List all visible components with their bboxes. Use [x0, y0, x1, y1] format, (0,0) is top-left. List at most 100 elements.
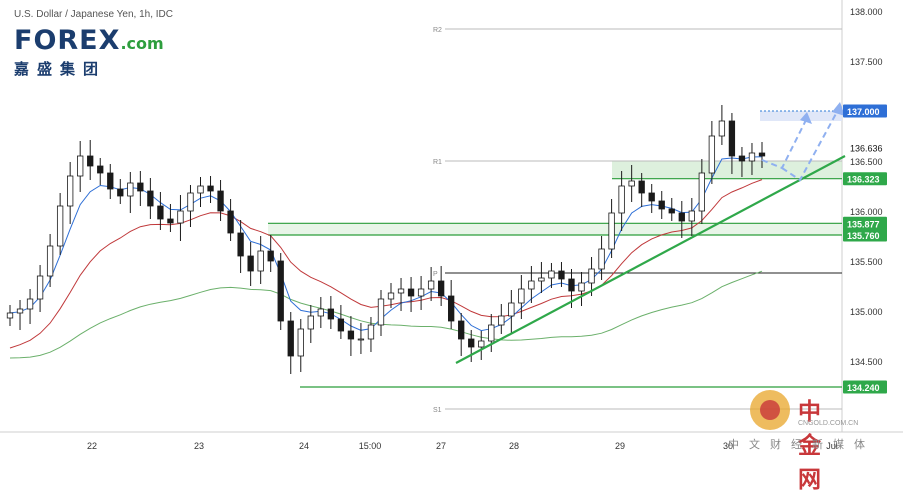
candle-body: [307, 315, 314, 330]
candle-body: [247, 255, 254, 272]
candle-body: [427, 280, 435, 290]
pivot-label-R1: R1: [433, 159, 442, 166]
candle-body: [6, 312, 14, 319]
candle-body: [197, 185, 204, 194]
candle-body: [448, 295, 455, 322]
candle-body: [578, 282, 585, 292]
candle-body: [217, 190, 224, 212]
candle-body: [458, 320, 465, 340]
x-tick-label: 23: [194, 441, 204, 451]
candle-body: [387, 292, 395, 300]
candle-body: [538, 277, 545, 282]
moving-average-long: [9, 270, 763, 359]
candle-body: [297, 328, 304, 357]
candle-body: [267, 250, 274, 262]
candle-body: [347, 330, 355, 340]
candle-body: [498, 315, 505, 326]
candle-body: [698, 172, 705, 212]
candle-body: [588, 268, 595, 284]
y-tick-label: 134.500: [850, 357, 883, 367]
candle-body: [437, 280, 445, 297]
candle-body: [598, 248, 605, 270]
candle-body: [147, 190, 154, 207]
candle-body: [688, 210, 695, 222]
price-tag-box: [843, 380, 887, 394]
candle-body: [648, 192, 655, 202]
target-zone: [760, 111, 842, 121]
candle-body: [367, 324, 375, 340]
y-tick-label: 136.000: [850, 207, 883, 217]
x-tick-label: 28: [509, 441, 519, 451]
candle-body: [638, 180, 645, 194]
candle-body: [468, 338, 475, 348]
cngold-watermark: 中金网 CNGOLD.COM.CN 中文财经新媒体: [728, 388, 865, 493]
price-tag-label: 134.240: [847, 383, 880, 393]
price-tag-label: 135.760: [847, 231, 880, 241]
x-tick-label: Jul: [826, 441, 838, 451]
candle-body: [548, 270, 555, 279]
x-tick-label: 29: [615, 441, 625, 451]
candle-body: [67, 175, 74, 207]
y-tick-label: 135.500: [850, 257, 883, 267]
candle-body: [16, 308, 24, 314]
symbol-title: U.S. Dollar / Japanese Yen, 1h, IDC: [14, 9, 173, 20]
forex-logo: FOREX.com 嘉盛集团: [14, 25, 164, 79]
watermark-subtitle: 中文财经新媒体: [728, 439, 875, 451]
candle-body: [117, 188, 124, 197]
candle-body: [618, 185, 625, 214]
candle-body: [397, 288, 405, 294]
price-chart: R2 R1 P S1 138.000 137.500 137.000 136.500 136.…: [0, 0, 903, 451]
moving-average-mid: [9, 179, 763, 349]
candle-body: [287, 320, 294, 357]
candle-body: [558, 270, 565, 280]
candle-body: [167, 218, 174, 224]
candle-body: [738, 155, 746, 162]
candle-body: [207, 185, 214, 192]
arrow-head-1: [800, 112, 812, 124]
moving-average-short: [9, 156, 763, 332]
candle-body: [718, 120, 726, 137]
candle-body: [508, 302, 515, 317]
arrow-head-2: [832, 102, 845, 116]
candle-body: [478, 340, 485, 348]
candle-body: [36, 275, 44, 300]
x-tick-label: 30: [723, 441, 733, 451]
pivot-label-P: P: [433, 271, 438, 278]
candle-body: [407, 288, 415, 297]
x-tick-label: 22: [87, 441, 97, 451]
candle-body: [257, 250, 264, 272]
resistance-zone: [612, 161, 842, 179]
price-tag-box: [843, 216, 887, 230]
y-tick-label: 138.000: [850, 7, 883, 17]
projection-arrow-2: [781, 109, 839, 182]
watermark-url: CNGOLD.COM.CN: [798, 420, 859, 427]
price-tag-label: 136.636: [850, 143, 883, 153]
candle-body: [337, 318, 345, 332]
cngold-logo-icon: [750, 390, 790, 430]
candle-body: [417, 288, 425, 297]
price-tag-box: [843, 172, 887, 186]
candle-body: [227, 210, 234, 234]
candle-body: [187, 192, 194, 212]
candle-body: [377, 298, 385, 326]
uptrend-line: [455, 155, 846, 364]
candle-body: [608, 212, 615, 250]
x-tick-label: 15:00: [359, 441, 382, 451]
plot-area: [8, 0, 842, 432]
candle-body: [177, 210, 184, 224]
candle-body: [137, 182, 144, 192]
candle-body: [87, 155, 94, 167]
candle-body: [97, 165, 104, 174]
x-tick-label: 24: [299, 441, 309, 451]
candle-body: [357, 338, 365, 341]
candle-body: [748, 152, 756, 162]
y-tick-label: 135.000: [850, 307, 883, 317]
y-tick-label: 137.500: [850, 57, 883, 67]
price-tag-label: 135.877: [847, 219, 880, 229]
price-tag-box: [843, 104, 887, 118]
candle-body: [127, 182, 134, 197]
candle-body: [568, 278, 575, 292]
candle-body: [628, 180, 635, 187]
pivot-label-R2: R2: [433, 27, 442, 34]
candle-body: [528, 280, 535, 290]
